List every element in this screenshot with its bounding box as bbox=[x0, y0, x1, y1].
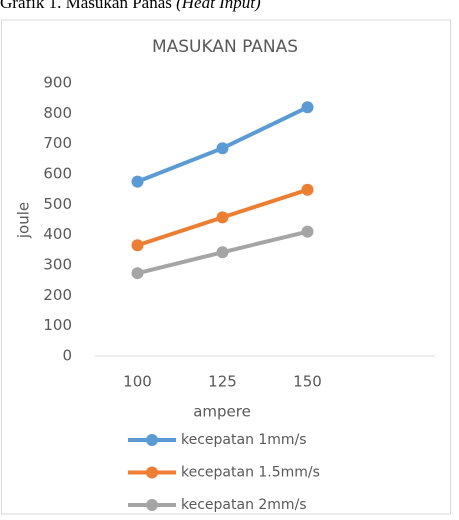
legend-label: kecepatan 2mm/s bbox=[181, 497, 307, 513]
chart-title: MASUKAN PANAS bbox=[152, 37, 298, 57]
caption: Grafik 1. Masukan Panas (Heat Input) bbox=[0, 0, 261, 12]
y-tick-label: 700 bbox=[43, 134, 72, 152]
legend-label: kecepatan 1mm/s bbox=[181, 432, 307, 448]
y-tick-label: 400 bbox=[43, 225, 72, 243]
y-tick-label: 300 bbox=[43, 256, 72, 274]
data-point bbox=[301, 101, 314, 114]
y-tick-label: 100 bbox=[43, 316, 72, 334]
data-point bbox=[131, 239, 144, 252]
y-tick-label: 800 bbox=[43, 104, 72, 122]
y-tick-label: 0 bbox=[62, 347, 72, 365]
legend-marker bbox=[146, 499, 158, 511]
y-axis-label: joule bbox=[15, 202, 33, 239]
data-point bbox=[131, 175, 144, 188]
data-point bbox=[216, 142, 229, 155]
caption-text: Grafik 1. Masukan Panas bbox=[0, 0, 172, 12]
legend-marker bbox=[146, 466, 158, 479]
data-point bbox=[216, 211, 229, 224]
y-tick-label: 500 bbox=[43, 195, 72, 213]
x-tick-label: 125 bbox=[208, 373, 237, 391]
caption-note: (Heat Input) bbox=[176, 0, 261, 12]
x-tick-label: 150 bbox=[293, 373, 322, 391]
y-tick-label: 900 bbox=[43, 74, 72, 92]
legend-label: kecepatan 1.5mm/s bbox=[181, 465, 320, 481]
y-tick-label: 200 bbox=[43, 286, 72, 304]
y-tick-label: 600 bbox=[43, 165, 72, 183]
chart-frame bbox=[1, 19, 451, 515]
data-point bbox=[216, 246, 229, 259]
legend-marker bbox=[146, 434, 158, 446]
data-point bbox=[301, 225, 314, 238]
x-axis-label: ampere bbox=[193, 403, 251, 421]
x-tick-label: 100 bbox=[123, 373, 152, 391]
data-point bbox=[301, 183, 314, 196]
data-point bbox=[131, 267, 144, 280]
